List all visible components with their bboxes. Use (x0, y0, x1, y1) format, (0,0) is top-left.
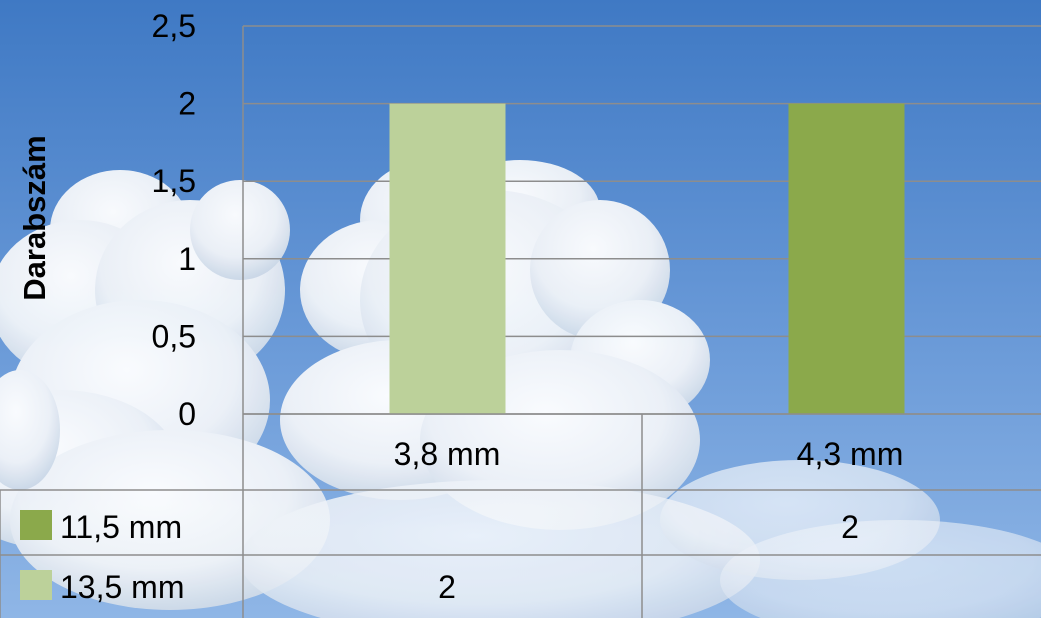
y-axis-title: Darabszám (17, 135, 52, 300)
cell-13-5-mm-3-8-mm: 2 (438, 569, 456, 605)
y-tick-label-4: 2 (178, 86, 196, 122)
category-label-4-3-mm: 4,3 mm (797, 436, 904, 472)
y-tick-label-2: 1 (178, 241, 196, 277)
category-label-3-8-mm: 3,8 mm (394, 436, 501, 472)
legend-key-11-5-mm (20, 510, 52, 540)
bar-11-5-mm-4-3-mm (788, 103, 905, 414)
y-tick-label-1: 0,5 (152, 318, 196, 354)
data-table-lines (0, 413, 1041, 618)
y-tick-labels: 0 0,5 1 1,5 2 2,5 (152, 8, 196, 432)
series-label-13-5-mm: 13,5 mm (60, 569, 184, 605)
y-tick-label-3: 1,5 (152, 163, 196, 199)
y-tick-label-0: 0 (178, 396, 196, 432)
data-table: 3,8 mm 4,3 mm 11,5 mm 2 13,5 mm 2 (0, 413, 1041, 618)
bars (389, 103, 905, 414)
cell-11-5-mm-4-3-mm: 2 (841, 509, 859, 545)
series-label-11-5-mm: 11,5 mm (60, 509, 182, 545)
y-tick-label-5: 2,5 (152, 8, 196, 44)
bar-13-5-mm-3-8-mm (389, 103, 506, 414)
gridlines (243, 25, 1041, 415)
legend-key-13-5-mm (20, 570, 52, 600)
